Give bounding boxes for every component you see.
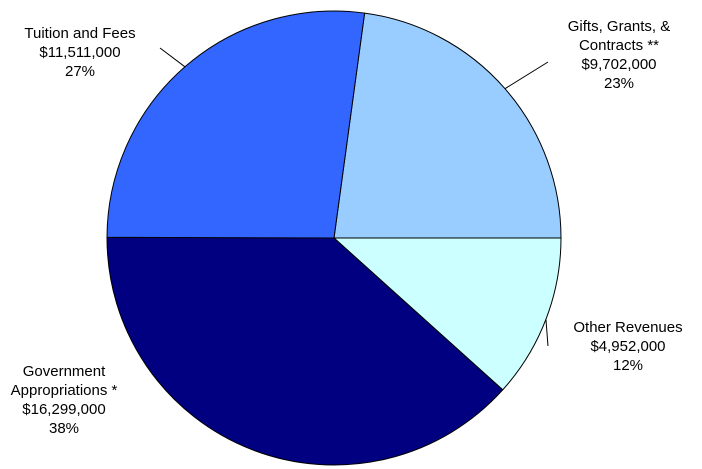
slice-percent: 12% [612, 357, 644, 374]
slice-label-line: Tuition and Fees [24, 25, 136, 42]
leader-line [159, 47, 186, 68]
slice-label-tuition-and-fees: Tuition and Fees $11,511,000 27% [0, 24, 160, 81]
slice-amount: $11,511,000 [39, 44, 121, 61]
slice-label-line: Appropriations * [10, 382, 118, 399]
slice-label-line: Contracts ** [578, 37, 660, 54]
pie-slice-other-revenues [332, 237, 562, 391]
slice-label-line: Gifts, Grants, & [567, 18, 671, 35]
slice-label-gifts-grants: Gifts, Grants, & Contracts ** $9,702,000… [534, 17, 702, 93]
leader-line [504, 61, 549, 90]
slice-percent: 23% [603, 75, 635, 92]
slice-label-line: Other Revenues [573, 319, 683, 336]
pie-slice-government-appropriations [106, 236, 504, 466]
leader-line [545, 319, 549, 347]
slice-label-other-revenues: Other Revenues $4,952,000 12% [558, 318, 698, 375]
slice-amount: $4,952,000 [590, 338, 666, 355]
slice-percent: 27% [64, 63, 96, 80]
slice-label-government-appropriations: Government Appropriations * $16,299,000 … [0, 362, 128, 438]
pie-slice-tuition-and-fees [106, 10, 366, 239]
slice-percent: 38% [48, 420, 80, 437]
slice-amount: $16,299,000 [22, 401, 106, 418]
slice-amount: $9,702,000 [581, 56, 657, 73]
slice-label-line: Government [22, 363, 106, 380]
pie-slice-gifts-grants [333, 12, 562, 239]
